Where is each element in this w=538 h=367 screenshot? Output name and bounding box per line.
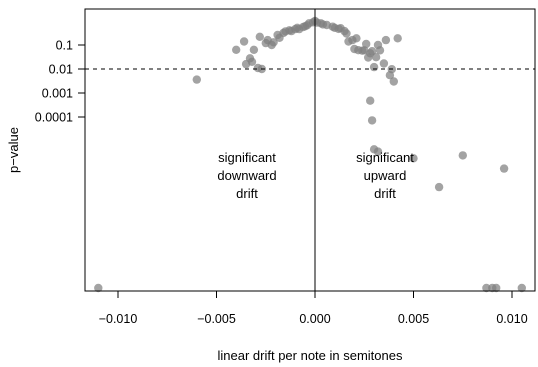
- annotation-right-line-3: drift: [374, 186, 396, 201]
- data-point: [247, 57, 257, 66]
- data-point: [381, 35, 391, 45]
- x-axis-label: linear drift per note in semitones: [218, 348, 403, 363]
- data-point: [362, 39, 371, 49]
- points-layer: [94, 16, 526, 293]
- data-point: [232, 45, 241, 54]
- data-point: [499, 164, 509, 173]
- x-tick-label: 0.000: [299, 312, 330, 326]
- y-tick-label: 0.01: [49, 63, 73, 77]
- y-tick-label: 0.0001: [35, 111, 73, 125]
- annotation-right-line-2: upward: [364, 168, 407, 183]
- annotation-right-line-1: significant: [356, 150, 414, 165]
- annotation-left-line-2: downward: [217, 168, 276, 183]
- data-point: [342, 29, 351, 38]
- data-point: [239, 37, 249, 46]
- data-point: [192, 75, 201, 84]
- x-tick-label: −0.010: [99, 312, 138, 326]
- data-point: [367, 47, 377, 56]
- data-point: [492, 283, 501, 293]
- plot-frame: [84, 8, 536, 292]
- x-tick-label: −0.005: [197, 312, 236, 326]
- data-point: [434, 182, 444, 192]
- y-tick-label: 0.001: [42, 87, 73, 101]
- x-tick-label: 0.010: [496, 312, 527, 326]
- data-point: [379, 59, 389, 68]
- plot-area: [85, 9, 535, 291]
- annotation-left-line-1: significant: [218, 150, 276, 165]
- data-point: [393, 34, 402, 43]
- annotation-left-line-3: drift: [236, 186, 258, 201]
- y-tick-label: 0.1: [56, 39, 73, 53]
- y-axis: 0.1 0.01 0.001 0.0001: [35, 39, 85, 125]
- data-point: [366, 96, 375, 105]
- data-point: [255, 32, 264, 41]
- data-point: [409, 154, 418, 163]
- data-point: [269, 38, 278, 47]
- data-point: [389, 77, 398, 86]
- data-point: [375, 46, 385, 55]
- data-point: [458, 151, 467, 160]
- data-point: [371, 53, 381, 62]
- x-axis: −0.010 −0.005 0.000 0.005 0.010: [99, 291, 528, 326]
- data-point: [369, 62, 379, 72]
- data-point: [517, 283, 526, 293]
- data-point: [482, 283, 491, 293]
- data-point: [94, 283, 103, 293]
- data-point: [352, 34, 361, 43]
- x-tick-label: 0.005: [398, 312, 429, 326]
- data-point: [249, 45, 259, 54]
- data-point: [373, 147, 383, 156]
- data-point: [367, 116, 377, 125]
- y-axis-label: p−value: [6, 127, 21, 173]
